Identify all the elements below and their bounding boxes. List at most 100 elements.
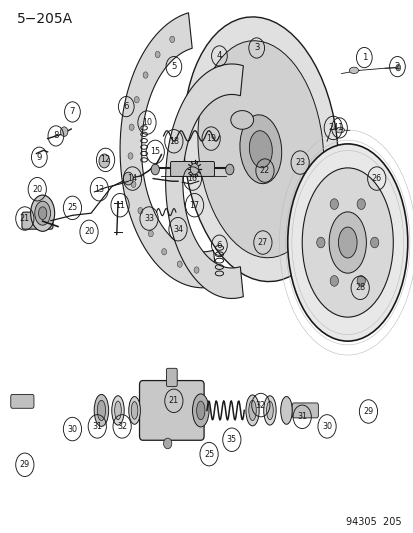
Text: 21: 21	[20, 214, 30, 223]
Text: 15: 15	[150, 148, 160, 156]
Circle shape	[190, 164, 198, 174]
Text: 27: 27	[257, 238, 267, 247]
Text: 1: 1	[361, 53, 366, 62]
Ellipse shape	[266, 401, 273, 420]
Text: 29: 29	[363, 407, 373, 416]
Text: 24: 24	[328, 124, 337, 132]
Ellipse shape	[196, 401, 204, 420]
Circle shape	[155, 51, 160, 58]
Text: 9: 9	[37, 153, 42, 161]
Circle shape	[151, 164, 159, 175]
Text: 13: 13	[94, 185, 104, 193]
Circle shape	[138, 207, 142, 214]
Text: 21: 21	[169, 397, 178, 405]
Text: 6: 6	[216, 241, 222, 249]
Text: 26: 26	[371, 174, 381, 183]
Ellipse shape	[248, 400, 256, 421]
Text: 1: 1	[336, 124, 342, 132]
Ellipse shape	[287, 144, 407, 341]
Circle shape	[356, 199, 365, 209]
Ellipse shape	[97, 400, 105, 421]
FancyBboxPatch shape	[139, 381, 204, 440]
Text: 16: 16	[187, 174, 197, 183]
Ellipse shape	[197, 41, 323, 258]
Text: 8: 8	[53, 132, 59, 140]
Polygon shape	[120, 13, 217, 288]
Circle shape	[131, 181, 135, 188]
Text: 17: 17	[189, 201, 199, 209]
Ellipse shape	[128, 397, 140, 424]
FancyBboxPatch shape	[292, 403, 318, 418]
Text: 4: 4	[216, 52, 222, 60]
Ellipse shape	[114, 401, 121, 420]
Text: 23: 23	[294, 158, 304, 167]
Circle shape	[123, 172, 133, 185]
Circle shape	[329, 276, 337, 286]
Ellipse shape	[38, 207, 47, 220]
Circle shape	[143, 72, 148, 78]
Ellipse shape	[328, 212, 366, 273]
Ellipse shape	[192, 394, 209, 427]
Circle shape	[225, 164, 233, 175]
FancyBboxPatch shape	[170, 161, 214, 176]
Ellipse shape	[263, 395, 275, 425]
Ellipse shape	[249, 131, 272, 168]
Circle shape	[99, 154, 109, 168]
Text: 25: 25	[204, 450, 214, 458]
Text: 33: 33	[144, 214, 154, 223]
Text: 20: 20	[32, 185, 42, 193]
Circle shape	[316, 237, 324, 248]
Circle shape	[161, 248, 166, 255]
Circle shape	[148, 230, 153, 237]
Text: 18: 18	[169, 137, 178, 146]
FancyBboxPatch shape	[22, 212, 53, 229]
Ellipse shape	[31, 195, 55, 231]
Circle shape	[330, 199, 338, 209]
Text: 3: 3	[253, 44, 259, 52]
Text: 94305  205: 94305 205	[345, 516, 401, 527]
Text: 19: 19	[206, 134, 216, 143]
Ellipse shape	[94, 394, 108, 426]
Circle shape	[395, 64, 400, 71]
Text: 12: 12	[100, 156, 110, 164]
Ellipse shape	[301, 168, 392, 317]
Text: 34: 34	[173, 225, 183, 233]
Text: 10: 10	[142, 118, 152, 127]
Text: 20: 20	[84, 228, 94, 236]
Text: 14: 14	[127, 174, 137, 183]
Polygon shape	[165, 64, 243, 298]
Circle shape	[163, 438, 171, 449]
Text: 31: 31	[297, 413, 306, 421]
Text: 5: 5	[171, 62, 176, 71]
Text: 30: 30	[321, 422, 331, 431]
Text: 22: 22	[259, 166, 269, 175]
Text: 25: 25	[67, 204, 77, 212]
Ellipse shape	[230, 111, 253, 130]
Circle shape	[129, 124, 134, 131]
Text: 31: 31	[92, 422, 102, 431]
Text: 35: 35	[226, 435, 236, 444]
Text: 7: 7	[69, 108, 75, 116]
Circle shape	[128, 153, 133, 159]
Text: 11: 11	[115, 201, 125, 209]
Circle shape	[60, 127, 68, 136]
Ellipse shape	[239, 115, 281, 184]
Text: 32: 32	[117, 422, 127, 431]
Text: 29: 29	[20, 461, 30, 469]
Circle shape	[194, 267, 199, 273]
Ellipse shape	[131, 402, 138, 419]
Circle shape	[177, 261, 182, 268]
Ellipse shape	[112, 395, 124, 425]
Ellipse shape	[183, 17, 337, 281]
Text: 28: 28	[354, 284, 364, 292]
Text: 30: 30	[67, 425, 77, 433]
FancyBboxPatch shape	[11, 394, 34, 408]
Ellipse shape	[245, 395, 259, 426]
Circle shape	[370, 237, 378, 248]
Circle shape	[134, 96, 139, 103]
Ellipse shape	[349, 67, 358, 74]
Text: 5−205A: 5−205A	[17, 12, 73, 26]
Ellipse shape	[338, 227, 356, 258]
Ellipse shape	[335, 127, 344, 133]
Text: 6: 6	[123, 102, 129, 111]
